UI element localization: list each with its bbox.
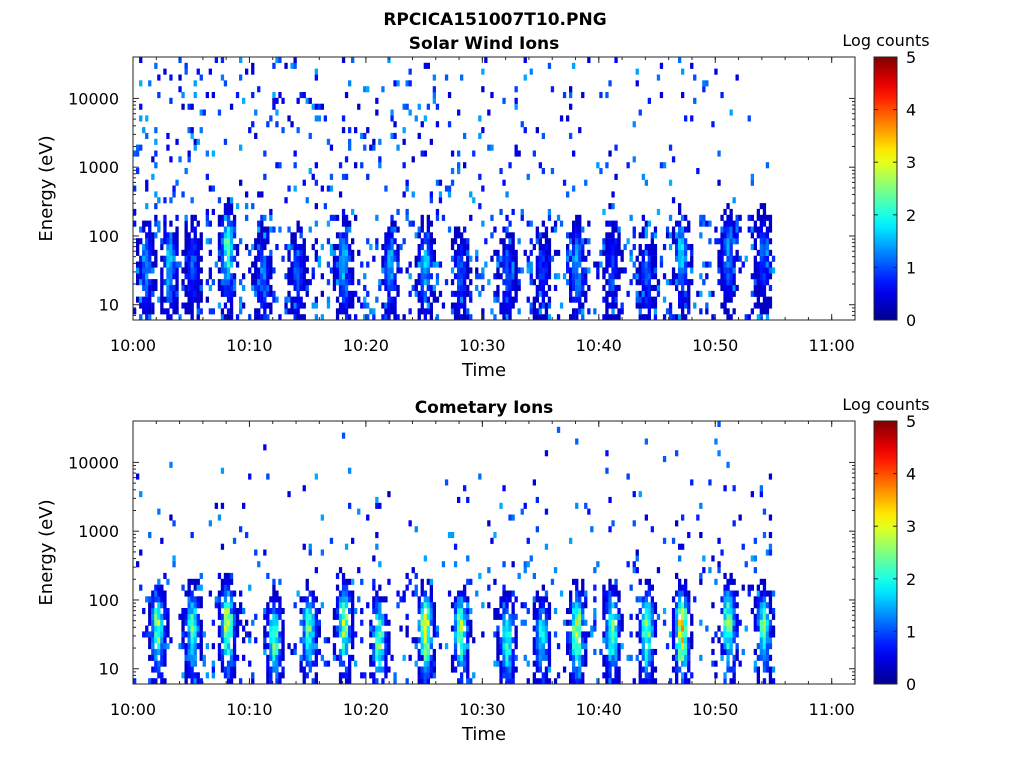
colorbar-label: Log counts — [842, 31, 929, 50]
y-tick-label: 10 — [99, 296, 119, 315]
panel-title: Cometary Ions — [415, 398, 554, 418]
x-tick-label: 10:00 — [110, 700, 156, 719]
x-tick-label: 10:50 — [692, 336, 738, 355]
colorbar-tick-label: 3 — [906, 153, 916, 172]
y-tick-label: 10000 — [68, 453, 119, 472]
y-axis-label: Energy (eV) — [36, 499, 57, 605]
y-tick-label: 10 — [99, 660, 119, 679]
x-tick-label: 10:00 — [110, 336, 156, 355]
colorbar — [873, 420, 898, 685]
plot-frame — [132, 420, 856, 685]
colorbar-tick-label: 5 — [906, 412, 916, 431]
x-axis-label: Time — [461, 360, 506, 381]
x-tick-label: 11:00 — [809, 700, 855, 719]
x-tick-label: 10:20 — [343, 336, 389, 355]
panel-2: 10:00 10:10 10:20 10:30 10:40 10:50 11:0010100… — [36, 395, 930, 745]
x-axis-label: Time — [461, 724, 506, 745]
heatmap-cells — [133, 57, 776, 320]
x-tick-label: 10:40 — [576, 700, 622, 719]
colorbar-tick-label: 4 — [906, 465, 916, 484]
x-tick-label: 11:00 — [809, 336, 855, 355]
y-axis-label: Energy (eV) — [36, 135, 57, 241]
x-tick-label: 10:20 — [343, 700, 389, 719]
y-tick-label: 1000 — [78, 522, 119, 541]
colorbar-tick-label: 1 — [906, 622, 916, 641]
x-tick-label: 10:30 — [459, 336, 505, 355]
panel-title: Solar Wind Ions — [409, 34, 560, 54]
panel-1: 10:00 10:10 10:20 10:30 10:40 10:50 11:0010100… — [36, 31, 930, 381]
x-tick-label: 10:10 — [226, 700, 272, 719]
colorbar-label: Log counts — [842, 395, 929, 414]
colorbar-tick-label: 4 — [906, 101, 916, 120]
panels: 10:00 10:10 10:20 10:30 10:40 10:50 11:0010100… — [36, 31, 930, 745]
colorbar-tick-label: 0 — [906, 311, 916, 330]
heatmap-cells — [133, 421, 776, 684]
y-tick-label: 10000 — [68, 89, 119, 108]
colorbar-tick-label: 2 — [906, 570, 916, 589]
figure-title: RPCICA151007T10.PNG — [383, 10, 606, 30]
colorbar-tick-label: 0 — [906, 675, 916, 694]
y-tick-label: 100 — [88, 591, 119, 610]
colorbar — [873, 56, 898, 321]
colorbar-tick-label: 2 — [906, 206, 916, 225]
y-tick-label: 100 — [88, 227, 119, 246]
y-tick-label: 1000 — [78, 158, 119, 177]
x-tick-label: 10:30 — [459, 700, 505, 719]
x-tick-label: 10:50 — [692, 700, 738, 719]
x-tick-label: 10:40 — [576, 336, 622, 355]
colorbar-tick-label: 1 — [906, 258, 916, 277]
colorbar-tick-label: 3 — [906, 517, 916, 536]
colorbar-tick-label: 5 — [906, 48, 916, 67]
plot-frame — [132, 56, 856, 321]
x-tick-label: 10:10 — [226, 336, 272, 355]
